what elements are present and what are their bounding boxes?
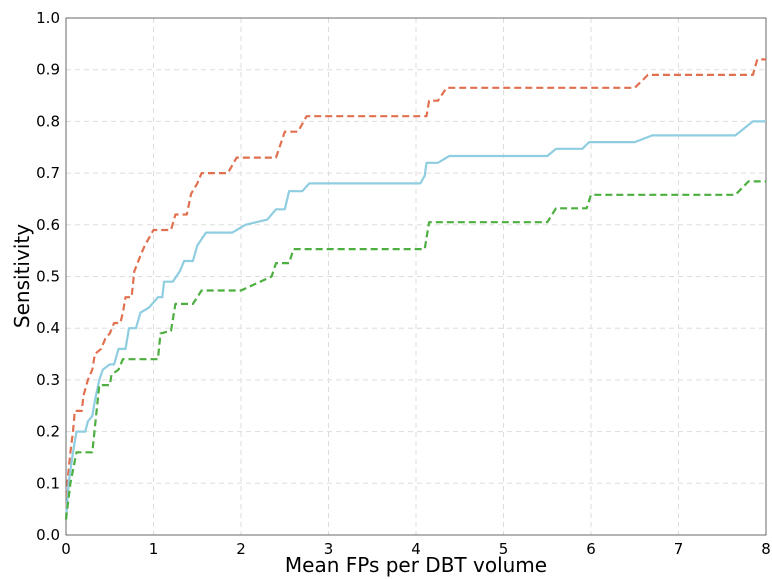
x-axis-title: Mean FPs per DBT volume xyxy=(285,553,547,577)
y-tick-labels: 0.0 0.1 0.2 0.3 0.4 0.5 0.6 0.7 0.8 0.9 1.0 xyxy=(36,9,60,544)
x-tick-label: 1 xyxy=(149,540,159,558)
grid xyxy=(66,18,766,535)
y-tick-label: 0.3 xyxy=(36,371,60,389)
y-tick-label: 0.4 xyxy=(36,319,60,337)
y-tick-label: 0.7 xyxy=(36,164,60,182)
y-tick-label: 0.9 xyxy=(36,61,60,79)
y-tick-label: 0.1 xyxy=(36,474,60,492)
x-tick-label: 6 xyxy=(586,540,596,558)
x-tick-label: 8 xyxy=(761,540,771,558)
x-tick-label: 2 xyxy=(236,540,246,558)
x-tick-label: 0 xyxy=(61,540,71,558)
y-tick-label: 1.0 xyxy=(36,9,60,27)
y-tick-label: 0.8 xyxy=(36,112,60,130)
y-tick-label: 0.6 xyxy=(36,216,60,234)
y-tick-label: 0.2 xyxy=(36,423,60,441)
y-axis-title: Sensitivity xyxy=(10,224,34,328)
y-tick-label: 0.0 xyxy=(36,526,60,544)
y-tick-label: 0.5 xyxy=(36,268,60,286)
x-tick-label: 7 xyxy=(674,540,684,558)
